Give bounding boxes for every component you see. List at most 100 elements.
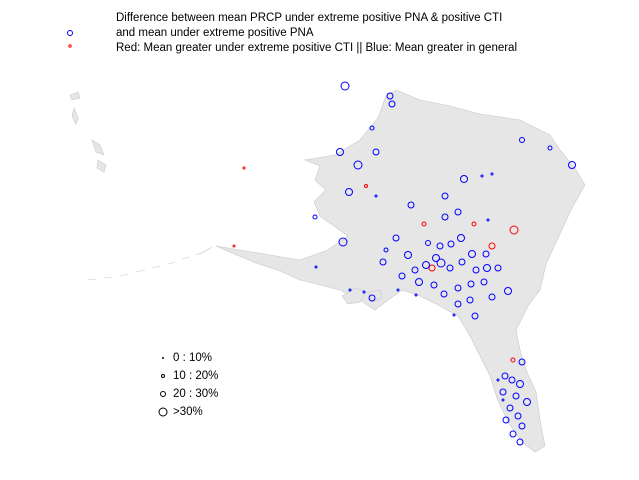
- island: [367, 289, 383, 303]
- station-marker: [472, 266, 480, 274]
- station-marker: [425, 240, 431, 246]
- station-marker: [523, 398, 531, 406]
- station-marker: [467, 280, 475, 288]
- station-marker: [486, 218, 490, 222]
- station-marker: [501, 398, 505, 402]
- station-marker: [372, 148, 380, 156]
- island: [71, 107, 79, 125]
- station-marker: [502, 416, 510, 424]
- station-marker: [345, 188, 353, 196]
- station-marker: [510, 357, 516, 363]
- station-marker: [368, 294, 376, 302]
- station-marker: [440, 290, 448, 298]
- station-marker: [441, 213, 449, 221]
- station-marker: [454, 284, 462, 292]
- station-marker: [428, 264, 436, 272]
- station-marker: [454, 208, 462, 216]
- station-marker: [490, 172, 494, 176]
- station-marker: [547, 145, 553, 151]
- station-marker: [483, 264, 491, 272]
- station-marker: [496, 378, 500, 382]
- station-marker: [482, 250, 490, 258]
- alaska-mainland: [215, 89, 586, 453]
- header-line: and mean under extreme positive PNA: [116, 27, 314, 39]
- station-marker: [460, 175, 468, 183]
- station-marker: [447, 240, 455, 248]
- station-marker: [422, 261, 430, 269]
- island: [91, 139, 105, 156]
- legend-symbol: [160, 391, 166, 397]
- legend-label: 20 : 30%: [173, 388, 218, 400]
- station-marker: [388, 100, 396, 108]
- station-marker: [374, 194, 378, 198]
- station-marker: [518, 358, 526, 366]
- station-marker: [314, 265, 318, 269]
- station-marker: [436, 242, 444, 250]
- station-marker: [404, 251, 412, 259]
- station-marker: [232, 244, 236, 248]
- header-symbol: [67, 30, 73, 36]
- station-marker: [457, 234, 465, 242]
- station-marker: [458, 258, 466, 266]
- station-marker: [379, 258, 387, 266]
- aleutian-islands: [87, 246, 213, 281]
- header-line: Difference between mean PRCP under extre…: [116, 12, 502, 24]
- station-marker: [421, 221, 427, 227]
- header-line: Red: Mean greater under extreme positive…: [116, 42, 517, 54]
- station-marker: [392, 234, 400, 242]
- station-marker: [516, 380, 524, 388]
- station-marker: [441, 192, 449, 200]
- island: [96, 159, 107, 173]
- station-marker: [396, 288, 400, 292]
- station-marker: [471, 221, 477, 227]
- station-marker: [415, 278, 423, 286]
- station-marker: [509, 430, 517, 438]
- station-marker: [336, 148, 344, 156]
- station-marker: [383, 247, 389, 253]
- station-marker: [488, 242, 496, 250]
- station-marker: [411, 266, 419, 274]
- station-marker: [386, 92, 394, 100]
- legend-symbol: [158, 407, 168, 417]
- legend-label: 10 : 20%: [173, 370, 218, 382]
- station-marker: [436, 258, 446, 268]
- station-marker: [471, 312, 479, 320]
- legend: 0 : 10% 10 : 20% 20 : 30% >30%: [158, 352, 218, 418]
- station-marker: [508, 376, 516, 384]
- station-marker: [512, 392, 520, 400]
- saint-lawrence-island: [69, 91, 81, 101]
- station-marker: [454, 300, 462, 308]
- station-marker: [488, 293, 496, 301]
- station-marker: [364, 184, 368, 188]
- station-marker: [452, 313, 456, 317]
- station-marker: [369, 125, 375, 131]
- station-marker: [514, 412, 522, 420]
- station-marker: [516, 438, 524, 446]
- station-marker: [499, 388, 507, 396]
- station-marker: [340, 81, 350, 91]
- landmass: [69, 89, 586, 453]
- station-marker: [242, 166, 246, 170]
- station-marker: [338, 237, 348, 247]
- station-marker: [398, 272, 406, 280]
- station-marker: [518, 422, 526, 430]
- legend-symbol: [161, 374, 165, 378]
- station-marker: [501, 372, 509, 380]
- legend-label: 0 : 10%: [173, 352, 212, 364]
- header-symbol: [68, 44, 72, 48]
- kodiak-island: [341, 287, 367, 305]
- station-marker: [432, 254, 440, 262]
- station-marker: [568, 161, 576, 169]
- station-marker: [468, 250, 476, 258]
- station-marker: [504, 287, 512, 295]
- station-marker: [466, 296, 474, 304]
- station-marker: [414, 293, 418, 297]
- station-marker: [362, 290, 366, 294]
- station-marker: [509, 225, 519, 235]
- station-marker: [312, 214, 318, 220]
- station-markers: [232, 81, 576, 446]
- legend-label: >30%: [173, 406, 203, 418]
- station-marker: [519, 137, 525, 143]
